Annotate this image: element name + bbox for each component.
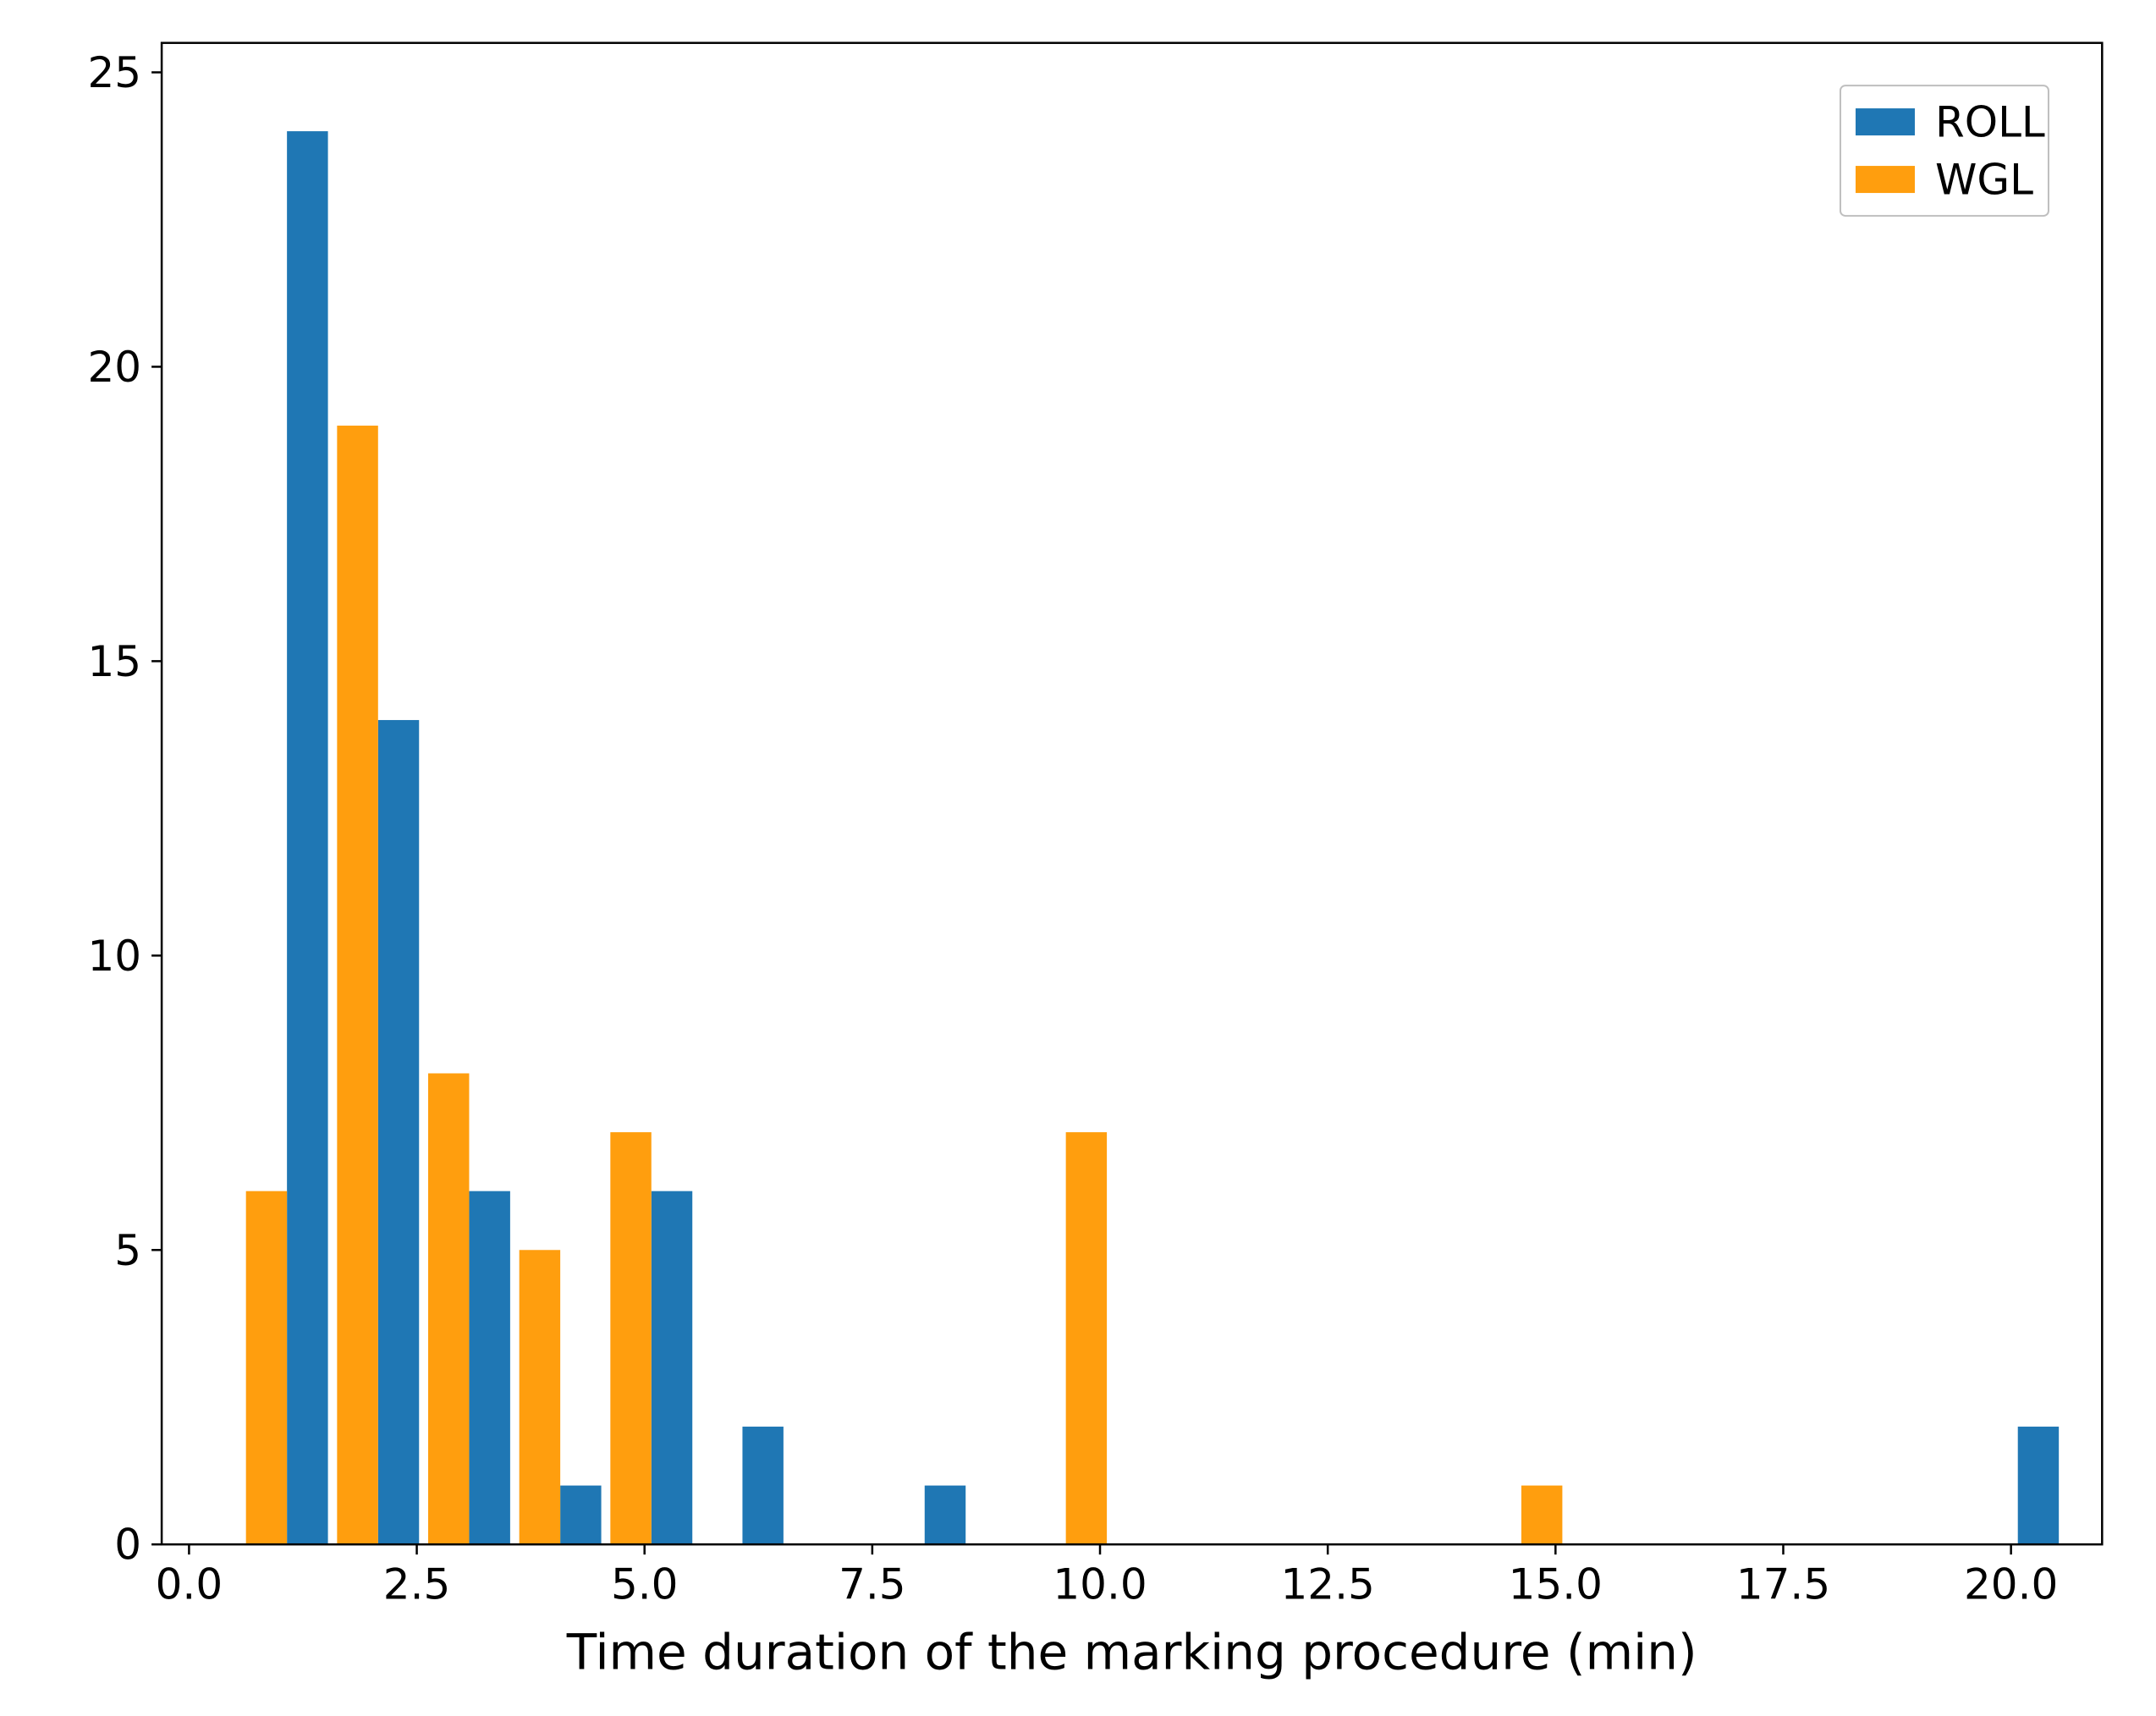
legend-label: ROLL [1935, 98, 2045, 147]
y-tick-label: 15 [87, 637, 141, 686]
x-axis-label: Time duration of the marking procedure (… [566, 1624, 1697, 1681]
chart-container: 0.0 2.5 5.0 7.5 10.0 12.5 15.0 17.5 20.0 0 5 10 15 20… [0, 0, 2156, 1716]
legend-swatch [1856, 166, 1915, 193]
x-tick-label: 0.0 [156, 1560, 223, 1609]
legend: ROLL WGL [1840, 85, 2049, 216]
bar-WGL [337, 426, 377, 1544]
x-tick-label: 12.5 [1281, 1560, 1375, 1609]
bar-ROLL [652, 1191, 692, 1545]
bar-ROLL [560, 1486, 601, 1545]
x-tick-label: 5.0 [611, 1560, 679, 1609]
bar-WGL [1066, 1132, 1107, 1544]
bar-WGL [428, 1073, 469, 1544]
histogram-chart: 0.0 2.5 5.0 7.5 10.0 12.5 15.0 17.5 20.0 0 5 10 15 20… [0, 0, 2156, 1716]
bar-ROLL [469, 1191, 509, 1545]
y-tick-label: 5 [114, 1226, 141, 1275]
bar-WGL [1521, 1486, 1562, 1545]
y-tick-label: 25 [87, 48, 141, 97]
y-tick-label: 20 [87, 343, 141, 392]
y-tick-label: 10 [87, 932, 141, 981]
bar-ROLL [925, 1486, 965, 1545]
legend-swatch [1856, 108, 1915, 135]
bar-ROLL [378, 720, 419, 1544]
x-tick-label: 10.0 [1053, 1560, 1147, 1609]
y-tick-label: 0 [114, 1521, 141, 1570]
bar-ROLL [2018, 1427, 2059, 1544]
x-tick-label: 7.5 [839, 1560, 906, 1609]
x-tick-label: 2.5 [383, 1560, 451, 1609]
bar-WGL [520, 1250, 560, 1544]
bar-ROLL [742, 1427, 783, 1544]
bar-WGL [246, 1191, 287, 1545]
x-tick-label: 17.5 [1736, 1560, 1830, 1609]
bar-WGL [610, 1132, 651, 1544]
x-tick-label: 20.0 [1964, 1560, 2058, 1609]
bar-ROLL [287, 131, 327, 1544]
legend-label: WGL [1935, 156, 2033, 205]
x-tick-label: 15.0 [1509, 1560, 1603, 1609]
